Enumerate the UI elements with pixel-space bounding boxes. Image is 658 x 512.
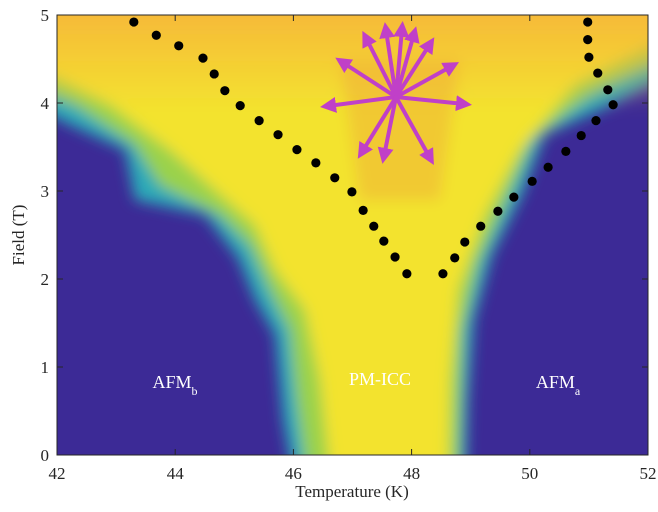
y-axis-label: Field (T): [9, 205, 28, 266]
x-tick-label: 44: [167, 464, 185, 483]
y-tick-label: 2: [41, 270, 50, 289]
data-point: [476, 221, 486, 231]
data-point: [174, 41, 184, 51]
data-point: [543, 162, 553, 172]
data-point: [608, 100, 618, 110]
data-point: [311, 158, 321, 168]
data-point: [369, 221, 379, 231]
annotation: AFMa: [536, 372, 581, 398]
data-point: [493, 206, 503, 216]
data-point: [347, 187, 357, 197]
annotation-text: AFM: [536, 372, 575, 392]
data-point: [235, 101, 245, 111]
annotation: AFMb: [152, 372, 197, 398]
x-axis-label: Temperature (K): [295, 482, 409, 501]
data-point: [561, 146, 571, 156]
y-tick-label: 3: [41, 182, 50, 201]
data-point: [129, 17, 139, 27]
data-point: [402, 269, 412, 279]
spin-arrows: [320, 21, 472, 165]
y-tick-label: 4: [41, 94, 50, 113]
x-tick-label: 42: [49, 464, 66, 483]
y-tick-label: 5: [41, 6, 50, 25]
data-point: [509, 192, 519, 202]
data-point: [593, 68, 603, 78]
data-point: [209, 69, 219, 79]
heatmap: [57, 15, 648, 455]
data-point: [460, 237, 470, 247]
data-point: [330, 173, 340, 183]
plot-frame: [56, 14, 649, 456]
data-point: [292, 145, 302, 155]
data-point: [220, 86, 230, 96]
data-point: [583, 35, 593, 45]
annotation-text: AFM: [152, 372, 191, 392]
data-point: [527, 176, 537, 186]
data-point: [390, 252, 400, 262]
data-point: [450, 253, 460, 263]
data-point: [591, 116, 601, 126]
annotation-subscript: a: [575, 384, 581, 398]
data-point: [603, 85, 613, 95]
data-point: [254, 116, 264, 126]
x-tick-label: 50: [521, 464, 538, 483]
x-tick-label: 52: [640, 464, 657, 483]
data-point: [358, 205, 368, 215]
annotation-subscript: b: [192, 384, 198, 398]
data-point: [584, 52, 594, 62]
annotation-text: PM-ICC: [349, 369, 411, 389]
x-tick-label: 48: [403, 464, 420, 483]
data-point: [198, 53, 208, 63]
annotation: PM-ICC: [349, 369, 411, 389]
data-point: [151, 30, 161, 40]
y-tick-label: 0: [41, 446, 50, 465]
y-tick-label: 1: [41, 358, 50, 377]
x-tick-label: 46: [285, 464, 302, 483]
data-point: [438, 269, 448, 279]
data-point: [273, 130, 283, 140]
data-point: [583, 17, 593, 27]
data-point: [576, 130, 586, 141]
data-point: [379, 236, 389, 246]
